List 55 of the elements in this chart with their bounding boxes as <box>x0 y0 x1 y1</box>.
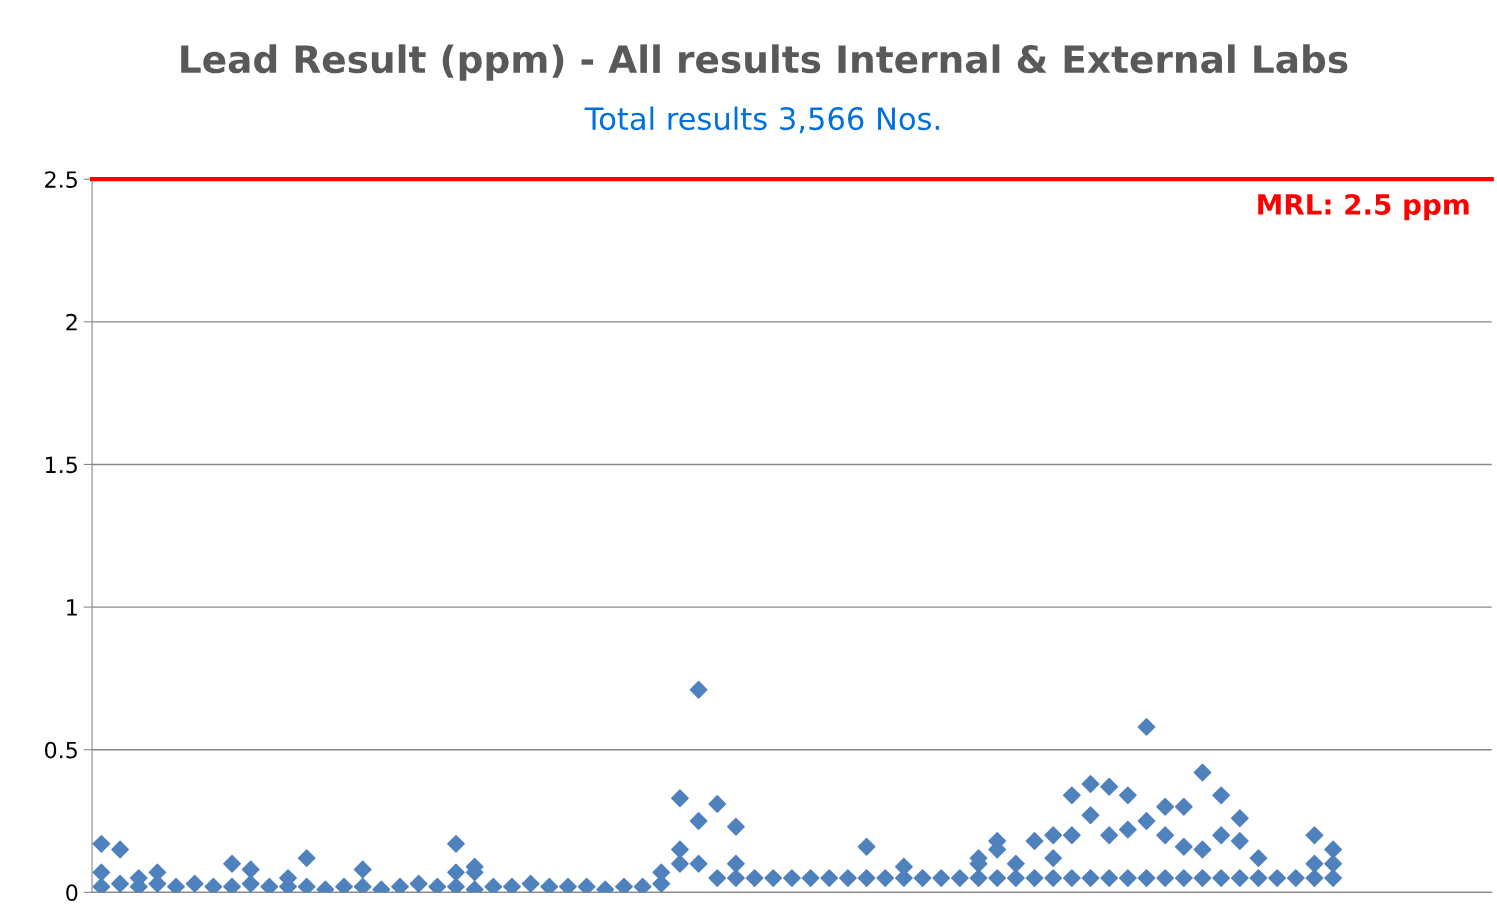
point <box>708 795 727 813</box>
chart-title: Lead Result (ppm) - All results Internal & External Labs <box>181 44 1348 81</box>
point <box>1230 832 1249 850</box>
point <box>689 812 708 830</box>
point <box>223 854 241 873</box>
y-tick-label: 2.5 <box>45 171 77 188</box>
point <box>1100 826 1119 845</box>
point <box>1118 820 1137 839</box>
point <box>447 863 465 882</box>
point <box>1118 786 1137 805</box>
point <box>1025 832 1044 850</box>
point <box>1006 854 1025 873</box>
point <box>1324 854 1343 873</box>
point <box>671 840 689 859</box>
point <box>1193 763 1212 782</box>
point <box>1156 826 1175 845</box>
point <box>1230 809 1249 828</box>
point <box>689 680 708 699</box>
point <box>727 854 745 873</box>
point <box>1137 717 1156 736</box>
point <box>1249 849 1268 868</box>
point <box>1062 786 1081 805</box>
point <box>857 837 876 856</box>
point <box>1324 840 1343 859</box>
point <box>1305 826 1324 845</box>
y-tick-label: 0.5 <box>45 741 77 759</box>
point <box>241 860 260 879</box>
point <box>92 834 111 853</box>
point <box>1081 775 1100 793</box>
point <box>1212 826 1231 845</box>
point <box>1137 812 1156 830</box>
point <box>447 834 465 853</box>
point <box>671 789 689 808</box>
point <box>1044 826 1063 845</box>
point <box>1081 806 1100 825</box>
point <box>1193 840 1212 859</box>
point <box>92 863 111 882</box>
y-tick-label: 0 <box>66 884 78 902</box>
point <box>297 849 316 868</box>
point <box>111 840 129 859</box>
y-tick-label: 1.5 <box>45 456 77 474</box>
point <box>1156 797 1175 816</box>
ref-line-label: MRL: 2.5 ppm <box>1258 193 1469 221</box>
point <box>1212 786 1231 805</box>
point <box>727 817 745 836</box>
y-tick-label: 1 <box>67 599 77 616</box>
y-tick-label: 2 <box>66 313 77 331</box>
point <box>1174 837 1193 856</box>
point <box>1044 849 1063 868</box>
point <box>1062 826 1081 845</box>
chart-subtitle: Total results 3,566 Nos. <box>584 106 939 134</box>
point <box>353 860 372 879</box>
point <box>1305 854 1324 873</box>
point <box>1174 797 1193 816</box>
point <box>1100 777 1119 796</box>
